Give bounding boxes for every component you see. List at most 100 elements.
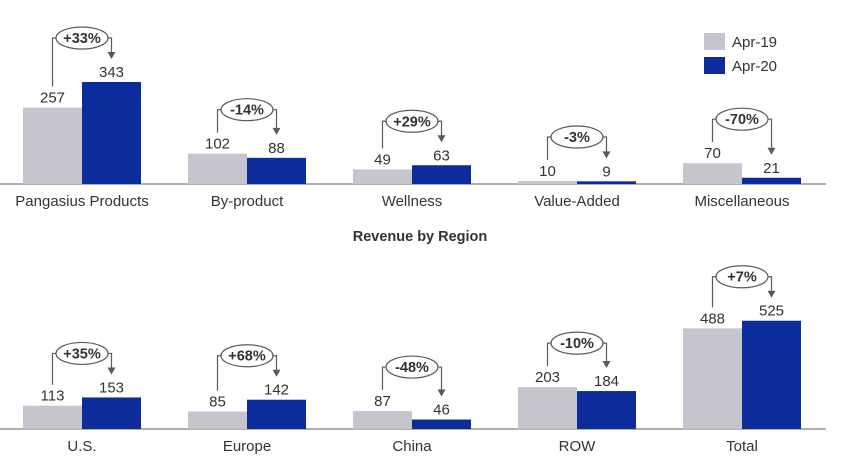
change-indicator-total: +7%: [711, 265, 776, 308]
arrow-down-icon: [767, 290, 776, 298]
category-label-china: China: [392, 438, 432, 455]
arrow-down-icon: [602, 361, 611, 369]
change-label: -48%: [395, 360, 429, 376]
bar-apr19-pangasius-products: [23, 107, 82, 184]
data-label-apr19-china: 87: [374, 393, 391, 410]
change-badge-outline: [55, 26, 109, 50]
category-label-europe: Europe: [223, 438, 271, 455]
data-label-apr20-total: 525: [759, 303, 784, 320]
change-indicator-europe: +68%: [216, 344, 281, 391]
change-indicator-row: -10%: [546, 331, 611, 369]
change-indicator-by-product: -14%: [216, 98, 281, 135]
legend-label: Apr-19: [732, 34, 777, 51]
category-label-pangasius-products: Pangasius Products: [15, 193, 148, 210]
category-label-by-product: By-product: [211, 193, 284, 210]
change-badge-outline: [550, 331, 604, 355]
bar-apr20-total: [742, 320, 801, 429]
legend-label: Apr-20: [732, 58, 777, 75]
bar-apr19-row: [518, 387, 577, 429]
bar-apr20-row: [577, 391, 636, 429]
data-label-apr19-total: 488: [700, 310, 725, 327]
bar-apr20-china: [412, 419, 471, 429]
data-label-apr19-u-s: 113: [41, 388, 65, 405]
category-label-value-added: Value-Added: [534, 193, 620, 210]
change-badge-outline: [55, 341, 109, 366]
category-label-wellness: Wellness: [382, 193, 443, 210]
bar-apr19-by-product: [188, 153, 247, 184]
bar-apr20-wellness: [412, 165, 471, 184]
bar-apr19-value-added: [518, 181, 577, 184]
arrow-down-icon: [272, 369, 281, 377]
bar-apr19-miscellaneous: [683, 163, 742, 184]
data-label-apr20-u-s: 153: [99, 379, 124, 396]
bar-apr20-u-s: [82, 397, 141, 429]
bar-apr19-wellness: [353, 169, 412, 184]
change-indicator-pangasius-products: +33%: [51, 26, 116, 87]
arrow-down-icon: [107, 51, 116, 59]
category-label-u-s: U.S.: [67, 438, 96, 455]
change-badge-outline: [220, 98, 274, 122]
bar-apr20-pangasius-products: [82, 81, 141, 184]
change-indicator-miscellaneous: -70%: [711, 107, 776, 155]
legend-item-apr-20: Apr-20: [704, 57, 777, 75]
data-label-apr20-pangasius-products: 343: [99, 64, 124, 81]
bar-apr20-europe: [247, 399, 306, 429]
data-label-apr20-miscellaneous: 21: [763, 160, 780, 177]
data-label-apr20-china: 46: [433, 402, 450, 419]
change-label: +7%: [727, 270, 757, 286]
change-label: +35%: [63, 346, 101, 362]
change-indicator-china: -48%: [381, 355, 446, 397]
data-label-apr19-miscellaneous: 70: [704, 145, 721, 162]
change-label: -70%: [725, 112, 759, 128]
change-indicator-value-added: -3%: [546, 125, 611, 161]
data-label-apr19-europe: 85: [209, 393, 226, 410]
arrow-down-icon: [602, 151, 611, 159]
data-label-apr20-value-added: 9: [602, 163, 610, 180]
change-badge-outline: [550, 125, 604, 149]
data-label-apr19-pangasius-products: 257: [40, 90, 65, 107]
data-label-apr19-wellness: 49: [374, 151, 391, 168]
category-label-total: Total: [726, 438, 758, 455]
category-label-miscellaneous: Miscellaneous: [694, 193, 789, 210]
change-label: -14%: [230, 103, 264, 119]
arrow-down-icon: [272, 127, 281, 135]
change-badge-outline: [385, 355, 439, 379]
bar-apr20-miscellaneous: [742, 177, 801, 184]
data-label-apr19-value-added: 10: [539, 163, 556, 180]
chart-revenue-by-region: 113 153 +35% U.S. 85 142 +68% Europe 87 46 -48% Chi…: [0, 265, 826, 455]
change-label: +29%: [393, 114, 431, 130]
change-badge-outline: [385, 109, 439, 133]
change-label: -10%: [560, 336, 594, 352]
change-label: +68%: [228, 349, 266, 365]
legend-item-apr-19: Apr-19: [704, 33, 777, 51]
change-badge-outline: [220, 344, 274, 368]
arrow-down-icon: [767, 147, 776, 155]
arrow-down-icon: [437, 135, 446, 143]
legend-swatch: [704, 33, 725, 50]
change-indicator-wellness: +29%: [381, 109, 446, 149]
legend-swatch: [704, 57, 725, 74]
change-badge-outline: [715, 265, 769, 289]
arrow-down-icon: [107, 367, 116, 375]
bar-apr19-china: [353, 411, 412, 429]
chart-product-revenue: 257 343 +33% Pangasius Products 102 88 -14% By-…: [0, 26, 826, 210]
bar-apr19-u-s: [23, 405, 82, 429]
chart-title-region: Revenue by Region: [353, 229, 488, 245]
bar-apr19-europe: [188, 411, 247, 429]
data-label-apr19-by-product: 102: [205, 136, 230, 153]
data-label-apr20-row: 184: [594, 373, 619, 390]
data-label-apr20-by-product: 88: [268, 140, 285, 157]
arrow-down-icon: [437, 389, 446, 397]
change-label: +33%: [63, 31, 101, 47]
bar-apr19-total: [683, 328, 742, 429]
data-label-apr20-europe: 142: [264, 382, 289, 399]
bar-apr20-by-product: [247, 157, 306, 184]
legend: Apr-19 Apr-20: [704, 33, 777, 75]
change-label: -3%: [564, 130, 590, 146]
data-label-apr19-row: 203: [535, 369, 560, 386]
bar-apr20-value-added: [577, 181, 636, 184]
change-badge-outline: [715, 107, 769, 131]
data-label-apr20-wellness: 63: [433, 147, 450, 164]
